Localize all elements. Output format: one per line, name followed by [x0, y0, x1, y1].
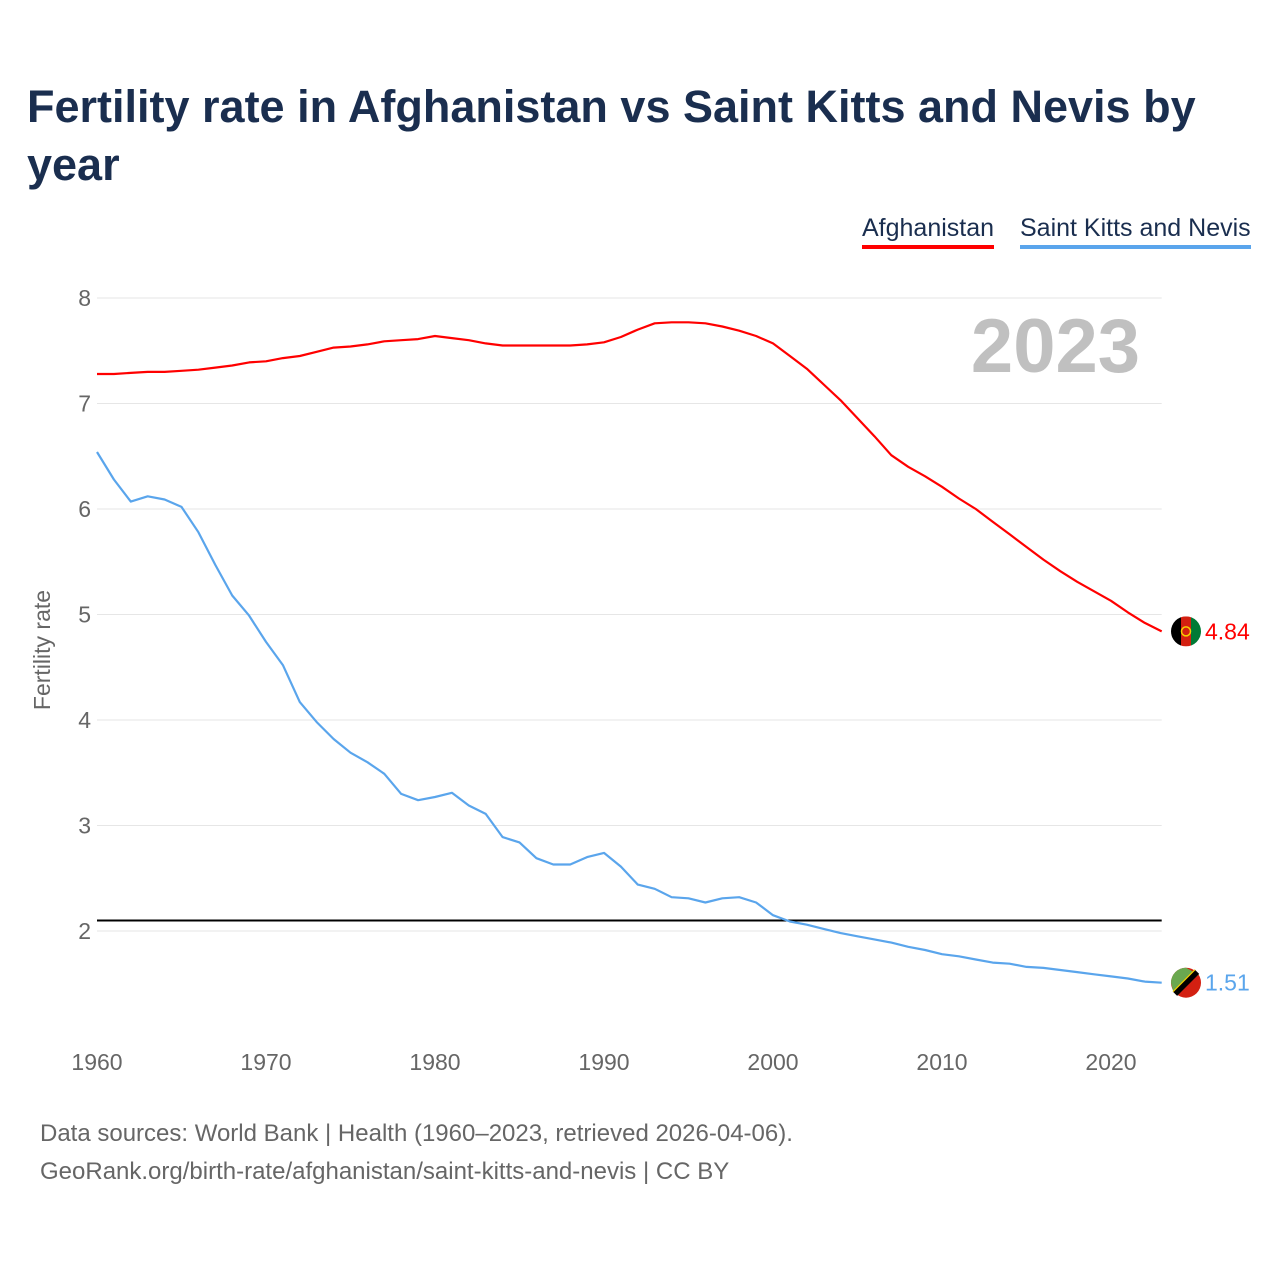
series-line-saint-kitts-and-nevis: [96, 451, 1162, 984]
flag-stripe: [1171, 616, 1182, 647]
x-tick-label: 2020: [1085, 1049, 1136, 1075]
y-tick-label: 6: [78, 496, 91, 522]
end-value-label: 4.84: [1205, 618, 1250, 644]
flag-stripe: [1191, 616, 1201, 647]
legend-afghanistan[interactable]: Afghanistan: [862, 214, 995, 249]
chart-title: Fertility rate in Afghanistan vs Saint K…: [27, 81, 1196, 190]
y-axis-label: Fertility rate: [29, 590, 55, 710]
legend-saint-kitts-and-nevis[interactable]: Saint Kitts and Nevis: [1020, 214, 1251, 249]
x-tick-label: 2010: [916, 1049, 967, 1075]
year-watermark: 2023: [971, 304, 1140, 389]
flag-band: [1172, 969, 1196, 993]
x-tick-label: 2000: [747, 1049, 798, 1075]
flag-emblem: [1180, 626, 1192, 637]
flag-band: [1172, 969, 1200, 996]
source-url[interactable]: GeoRank.org/birth-rate/afghanistan/saint…: [40, 1158, 730, 1185]
y-tick-label: 8: [78, 285, 91, 311]
x-tick-label: 1990: [578, 1049, 629, 1075]
x-tick-label: 1980: [409, 1049, 460, 1075]
y-tick-label: 5: [78, 602, 91, 628]
x-tick-label: 1960: [71, 1049, 122, 1075]
series-line-afghanistan: [97, 321, 1163, 633]
x-tick-label: 1970: [240, 1049, 291, 1075]
y-tick-label: 7: [78, 391, 91, 417]
end-value-label: 1.51: [1205, 970, 1250, 996]
y-tick-label: 4: [78, 707, 91, 733]
afghanistan-flag-icon: [1171, 616, 1201, 647]
saint-kitts-and-nevis-flag-icon: [1171, 967, 1201, 998]
y-tick-label: 3: [78, 813, 91, 839]
data-sources: Data sources: World Bank | Health (1960–…: [40, 1120, 793, 1147]
flag-stripe: [1181, 616, 1192, 647]
y-tick-label: 2: [78, 918, 91, 944]
